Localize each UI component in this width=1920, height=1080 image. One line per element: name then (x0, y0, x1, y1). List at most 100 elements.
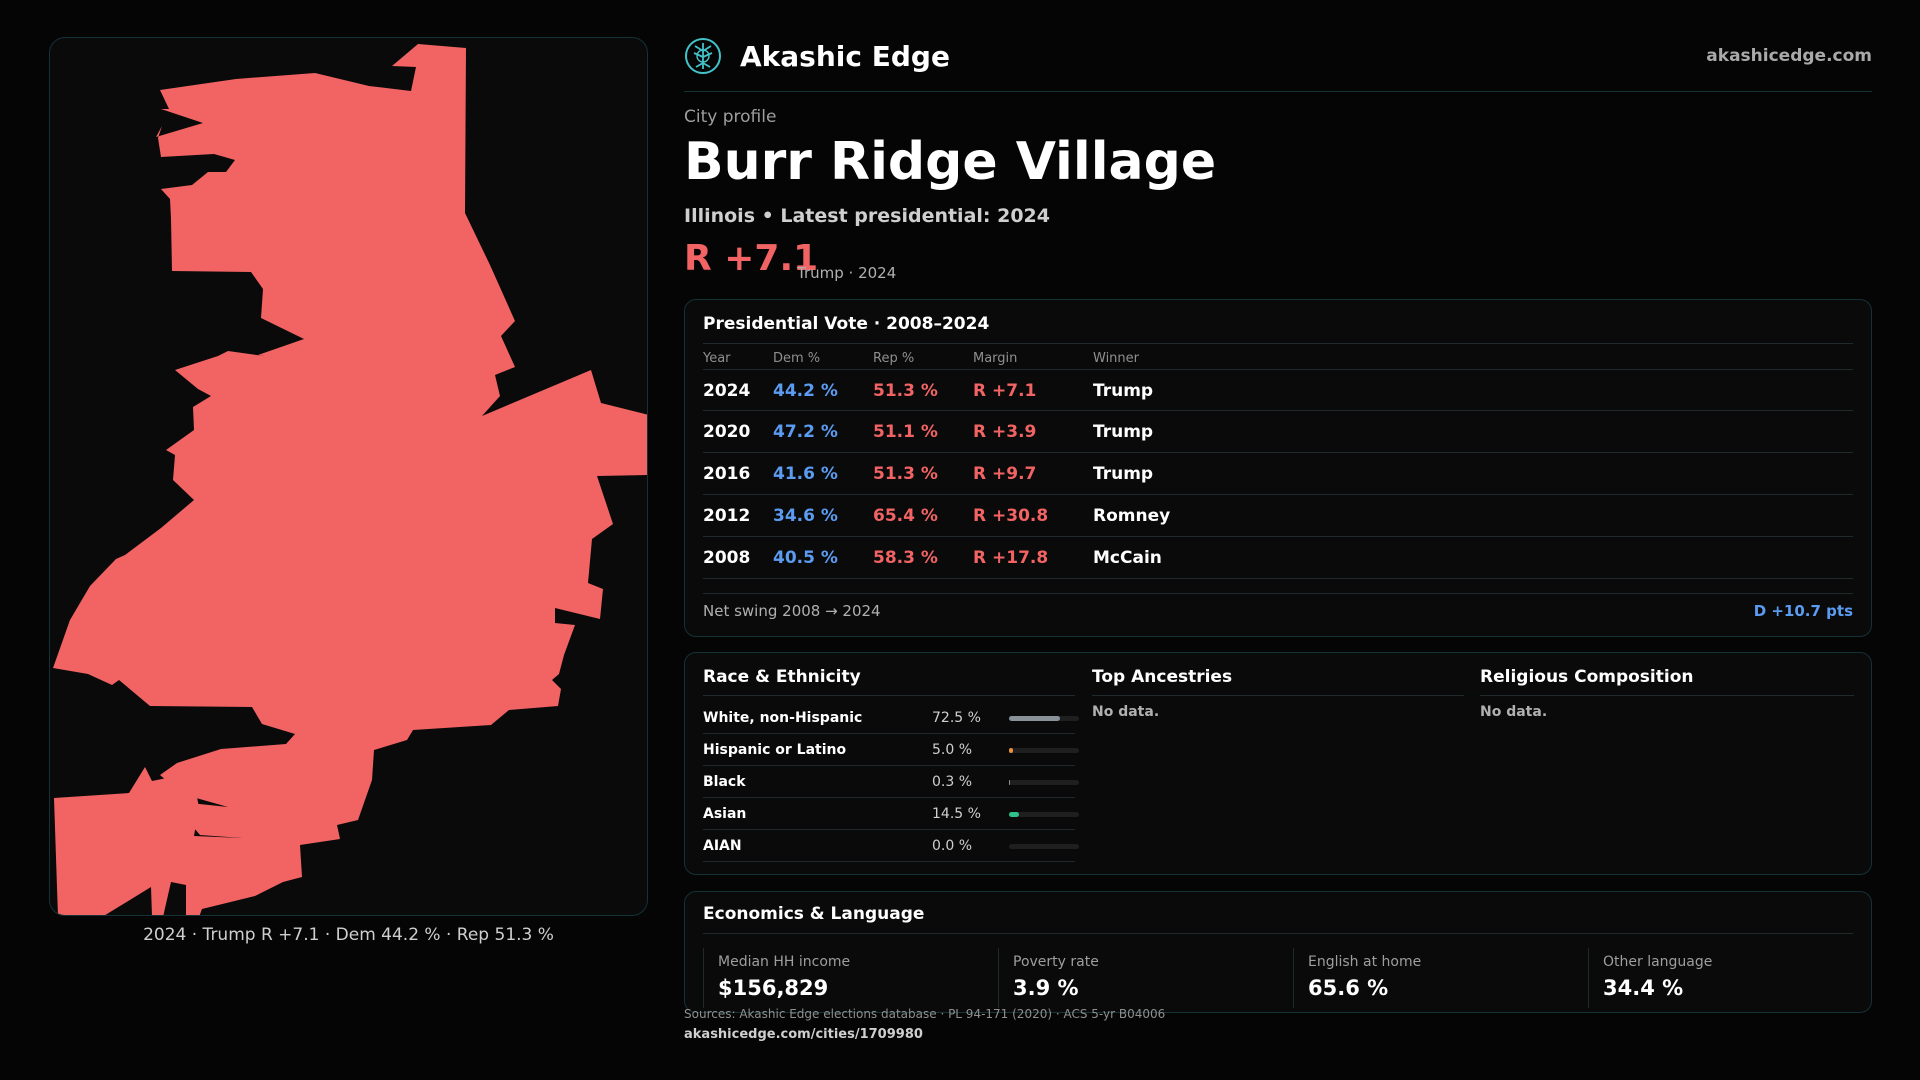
column-header-year: Year (703, 351, 731, 366)
column-header-rep: Rep % (873, 351, 915, 366)
cell-year: 2008 (703, 548, 751, 568)
cell-dem: 40.5 % (773, 548, 838, 568)
profile-label: City profile (684, 107, 777, 127)
cell-margin: R +30.8 (973, 506, 1049, 526)
tree-globe-icon (685, 38, 721, 74)
table-row: 2020 47.2 % 51.1 % R +3.9 Trump (703, 411, 1853, 453)
race-ethnicity-section: Race & Ethnicity White, non-Hispanic 72.… (703, 667, 1079, 862)
divider (703, 343, 1853, 344)
stat-value: 34.4 % (1603, 976, 1684, 1000)
race-label: AIAN (703, 838, 742, 854)
religion-empty-text: No data. (1480, 704, 1548, 720)
race-row: White, non-Hispanic 72.5 % (703, 702, 1079, 734)
race-bar-track (1009, 748, 1079, 753)
race-row: Black 0.3 % (703, 766, 1079, 798)
header-divider (684, 91, 1872, 92)
headline-margin-note: Trump · 2024 (797, 264, 897, 282)
cell-rep: 58.3 % (873, 548, 938, 568)
stat-median-income: Median HH income $156,829 (703, 948, 998, 1008)
race-bar-track (1009, 844, 1079, 849)
city-boundary-shape (53, 44, 647, 915)
divider (703, 593, 1853, 594)
net-swing-value: D +10.7 pts (1753, 602, 1853, 620)
site-link[interactable]: akashicedge.com (1706, 46, 1872, 66)
cell-rep: 65.4 % (873, 506, 938, 526)
race-bar-fill (1009, 812, 1020, 817)
city-map-panel (49, 37, 648, 916)
race-row: AIAN 0.0 % (703, 830, 1079, 862)
race-bar-track (1009, 812, 1079, 817)
stat-value: 65.6 % (1308, 976, 1389, 1000)
brand[interactable]: Akashic Edge (684, 36, 950, 76)
economics-card: Economics & Language Median HH income $1… (684, 891, 1872, 1013)
column-header-dem: Dem % (773, 351, 821, 366)
race-row: Asian 14.5 % (703, 798, 1079, 830)
cell-margin: R +17.8 (973, 548, 1049, 568)
cell-winner: Trump (1093, 381, 1154, 401)
cell-year: 2024 (703, 381, 751, 401)
table-row: 2008 40.5 % 58.3 % R +17.8 McCain (703, 537, 1853, 579)
cell-rep: 51.3 % (873, 464, 938, 484)
column-header-winner: Winner (1093, 351, 1140, 366)
race-bar-fill (1009, 748, 1013, 753)
ancestries-section-title: Top Ancestries (1092, 667, 1464, 696)
race-value: 14.5 % (932, 806, 981, 822)
stat-other-language: Other language 34.4 % (1588, 948, 1855, 1008)
cell-dem: 41.6 % (773, 464, 838, 484)
race-value: 0.3 % (932, 774, 973, 790)
race-bar-fill (1009, 716, 1060, 721)
stat-label: Poverty rate (1013, 954, 1099, 970)
race-value: 72.5 % (932, 710, 981, 726)
cell-dem: 44.2 % (773, 381, 838, 401)
race-value: 0.0 % (932, 838, 973, 854)
race-label: Asian (703, 806, 747, 822)
demographics-card: Race & Ethnicity White, non-Hispanic 72.… (684, 652, 1872, 875)
cell-year: 2012 (703, 506, 751, 526)
cell-rep: 51.1 % (873, 422, 938, 442)
table-row: 2016 41.6 % 51.3 % R +9.7 Trump (703, 453, 1853, 495)
table-row: 2024 44.2 % 51.3 % R +7.1 Trump (703, 369, 1853, 411)
race-label: Black (703, 774, 746, 790)
page-url[interactable]: akashicedge.com/cities/1709980 (684, 1027, 923, 1042)
stat-value: 3.9 % (1013, 976, 1079, 1000)
stat-english-at-home: English at home 65.6 % (1293, 948, 1588, 1008)
race-row: Hispanic or Latino 5.0 % (703, 734, 1079, 766)
race-label: White, non-Hispanic (703, 710, 863, 726)
cell-winner: Trump (1093, 464, 1154, 484)
race-section-title: Race & Ethnicity (703, 667, 1075, 696)
stat-label: English at home (1308, 954, 1422, 970)
economics-card-title: Economics & Language (703, 904, 925, 924)
religion-section: Religious Composition No data. (1480, 667, 1854, 720)
cell-dem: 47.2 % (773, 422, 838, 442)
table-row: 2012 34.6 % 65.4 % R +30.8 Romney (703, 495, 1853, 537)
cell-rep: 51.3 % (873, 381, 938, 401)
cell-margin: R +9.7 (973, 464, 1037, 484)
stat-poverty-rate: Poverty rate 3.9 % (998, 948, 1293, 1008)
sources-note: Sources: Akashic Edge elections database… (684, 1007, 1166, 1021)
cell-dem: 34.6 % (773, 506, 838, 526)
cell-winner: McCain (1093, 548, 1162, 568)
page-subtitle: Illinois • Latest presidential: 2024 (684, 205, 1051, 227)
net-swing-label: Net swing 2008 → 2024 (703, 602, 881, 620)
headline-margin: R +7.1 (684, 238, 819, 279)
stat-label: Median HH income (718, 954, 851, 970)
race-label: Hispanic or Latino (703, 742, 847, 758)
divider (703, 933, 1853, 934)
cell-winner: Romney (1093, 506, 1171, 526)
cell-margin: R +3.9 (973, 422, 1037, 442)
page-title: Burr Ridge Village (684, 132, 1217, 192)
race-bar-track (1009, 716, 1079, 721)
race-bar-track (1009, 780, 1079, 785)
stat-label: Other language (1603, 954, 1713, 970)
cell-year: 2020 (703, 422, 751, 442)
column-header-margin: Margin (973, 351, 1018, 366)
brand-name: Akashic Edge (740, 39, 950, 73)
religion-section-title: Religious Composition (1480, 667, 1854, 696)
race-value: 5.0 % (932, 742, 973, 758)
ancestries-empty-text: No data. (1092, 704, 1160, 720)
city-boundary-map (53, 44, 647, 915)
presidential-vote-card: Presidential Vote · 2008–2024 Year Dem %… (684, 299, 1872, 637)
cell-margin: R +7.1 (973, 381, 1037, 401)
cell-year: 2016 (703, 464, 751, 484)
vote-card-title: Presidential Vote · 2008–2024 (703, 314, 990, 334)
